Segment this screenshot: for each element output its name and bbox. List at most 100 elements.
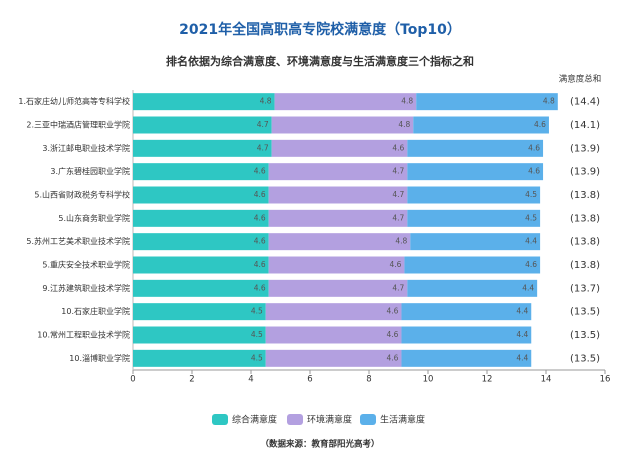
- value-label: 4.6: [254, 283, 266, 292]
- total-label: (13.5): [570, 353, 600, 364]
- total-header: 满意度总和: [559, 74, 602, 85]
- bar-segment: [133, 116, 272, 134]
- bar-segment: [265, 349, 402, 367]
- bar-segment: [413, 116, 549, 134]
- bar-segment: [407, 209, 541, 227]
- y-tick-label: 3.浙江邮电职业技术学院: [42, 143, 130, 153]
- y-tick-label: 1.石家庄幼儿师范高等专科学校: [18, 96, 130, 106]
- legend-swatch: [360, 414, 376, 425]
- value-label: 4.4: [525, 237, 537, 246]
- bar-segment: [271, 139, 408, 157]
- chart-subtitle: 排名依据为综合满意度、环境满意度与生活满意度三个指标之和: [166, 54, 474, 68]
- x-tick-label: 4: [248, 375, 253, 385]
- y-tick-label: 5.山东商务职业学院: [58, 213, 130, 223]
- bar-segment: [133, 186, 269, 204]
- y-tick-label: 2.三亚中瑞酒店管理职业学院: [26, 120, 130, 130]
- bar-segment: [271, 116, 414, 134]
- value-label: 4.6: [525, 260, 537, 269]
- value-label: 4.6: [528, 143, 540, 152]
- value-label: 4.8: [543, 97, 555, 106]
- x-tick-label: 2: [189, 375, 194, 385]
- bar-segment: [268, 256, 405, 274]
- legend-swatch: [212, 414, 228, 425]
- total-label: (13.8): [570, 237, 600, 248]
- x-tick-label: 12: [482, 375, 493, 385]
- total-label: (13.8): [570, 260, 600, 271]
- y-tick-label: 10.常州工程职业技术学院: [37, 330, 130, 340]
- value-label: 4.5: [525, 190, 537, 199]
- bar-segment: [410, 233, 541, 251]
- x-tick-label: 16: [600, 375, 611, 385]
- bar-segment: [274, 93, 417, 111]
- bar-segment: [407, 279, 538, 297]
- bar-segment: [133, 279, 269, 297]
- y-tick-label: 10.淄博职业学院: [69, 353, 130, 363]
- value-label: 4.6: [387, 330, 399, 339]
- y-tick-label: 3.广东碧桂园职业学院: [50, 166, 130, 176]
- value-label: 4.6: [387, 307, 399, 316]
- y-tick-label: 5.山西省财政税务专科学校: [34, 190, 130, 200]
- bar-segment: [133, 256, 269, 274]
- value-label: 4.7: [392, 283, 404, 292]
- value-label: 4.7: [392, 190, 404, 199]
- y-tick-label: 5.苏州工艺美术职业技术学院: [26, 236, 130, 246]
- bar-segment: [268, 186, 408, 204]
- value-label: 4.5: [525, 213, 537, 222]
- value-label: 4.5: [251, 330, 263, 339]
- total-label: (14.4): [570, 97, 600, 108]
- bar-segment: [265, 326, 402, 344]
- value-label: 4.6: [254, 260, 266, 269]
- bar-segment: [401, 303, 532, 321]
- value-label: 4.8: [398, 120, 410, 129]
- bar-segment: [133, 93, 275, 111]
- y-tick-label: 9.江苏建筑职业技术学院: [42, 283, 130, 293]
- value-label: 4.4: [516, 307, 528, 316]
- value-label: 4.6: [528, 167, 540, 176]
- bar-segment: [133, 139, 272, 157]
- value-label: 4.6: [534, 120, 546, 129]
- value-label: 4.6: [392, 143, 404, 152]
- value-label: 4.6: [254, 213, 266, 222]
- x-tick-label: 0: [130, 375, 135, 385]
- x-tick-label: 8: [366, 375, 371, 385]
- value-label: 4.4: [516, 330, 528, 339]
- bar-segment: [404, 256, 541, 274]
- value-label: 4.5: [251, 307, 263, 316]
- value-label: 4.6: [389, 260, 401, 269]
- value-label: 4.5: [251, 353, 263, 362]
- bar-segment: [268, 209, 408, 227]
- value-label: 4.6: [387, 353, 399, 362]
- bar-segment: [407, 186, 541, 204]
- legend-label: 生活满意度: [380, 414, 425, 426]
- total-label: (13.9): [570, 143, 600, 154]
- bar-segment: [401, 326, 532, 344]
- bar-segment: [133, 209, 269, 227]
- source: （数据来源：教育部阳光高考）: [260, 439, 379, 450]
- x-tick-label: 6: [307, 375, 312, 385]
- value-label: 4.6: [254, 237, 266, 246]
- chart-title: 2021年全国高职高专院校满意度（Top10）: [179, 21, 461, 38]
- total-label: (13.9): [570, 167, 600, 178]
- bar-segment: [133, 326, 266, 344]
- bar-segment: [268, 233, 411, 251]
- bar-segment: [401, 349, 532, 367]
- total-label: (13.5): [570, 330, 600, 341]
- legend-label: 综合满意度: [232, 414, 277, 426]
- total-label: (14.1): [570, 120, 600, 131]
- value-label: 4.8: [395, 237, 407, 246]
- bar-segment: [268, 279, 408, 297]
- bar-segment: [133, 163, 269, 181]
- bar-segment: [133, 349, 266, 367]
- legend-label: 环境满意度: [307, 414, 352, 426]
- value-label: 4.8: [401, 97, 413, 106]
- value-label: 4.7: [257, 143, 269, 152]
- value-label: 4.4: [522, 283, 534, 292]
- x-tick-label: 14: [541, 375, 552, 385]
- y-tick-label: 10.石家庄职业学院: [61, 306, 130, 316]
- bar-segment: [416, 93, 558, 111]
- value-label: 4.7: [392, 167, 404, 176]
- bar-segment: [268, 163, 408, 181]
- value-label: 4.8: [260, 97, 272, 106]
- value-label: 4.6: [254, 167, 266, 176]
